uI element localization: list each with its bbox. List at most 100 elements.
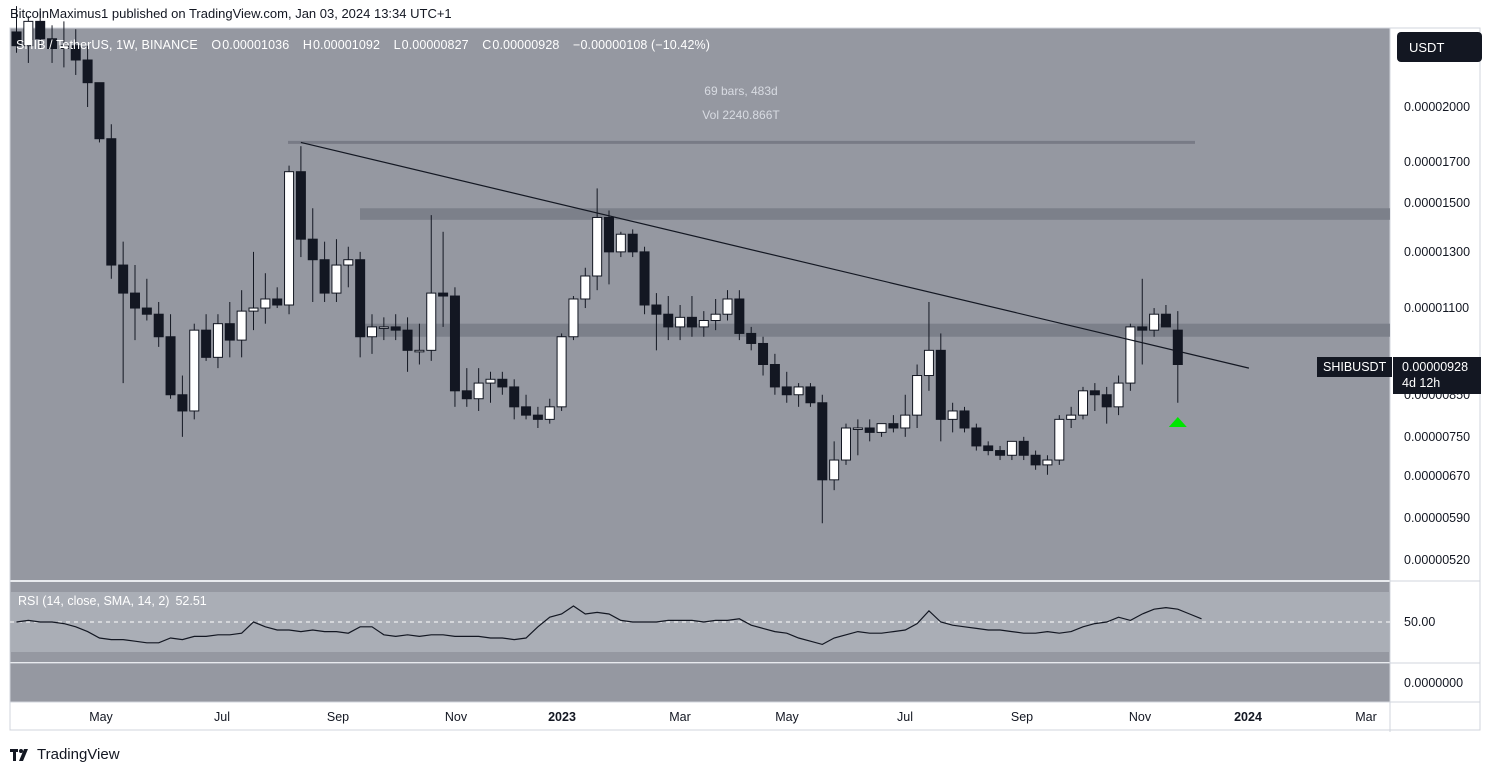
currency-button[interactable]: USDT (1397, 32, 1482, 62)
candle-body (141, 307, 152, 315)
candle-up (284, 165, 295, 315)
candle-body (284, 171, 295, 306)
candle-up (592, 188, 603, 291)
candle-body (888, 423, 899, 429)
candle-down (497, 371, 508, 395)
candle-body (1054, 418, 1065, 461)
candle-body (1018, 440, 1029, 456)
price-label: 0.00001500 (1404, 196, 1471, 210)
candle-body (817, 402, 828, 481)
candle-body (497, 378, 508, 388)
candle-down (461, 368, 472, 407)
candle-down (355, 251, 366, 358)
candle-body (130, 292, 140, 309)
low-key: L (393, 38, 401, 52)
candle-down (70, 29, 81, 75)
candle-body (224, 323, 235, 341)
candle-down (307, 208, 318, 302)
candle-body (248, 307, 259, 312)
candle-up (698, 311, 709, 337)
time-label: May (775, 710, 799, 724)
candle-body (686, 316, 697, 328)
candle-body (260, 298, 271, 309)
candle-body (556, 336, 567, 408)
bullish-arrow-icon (1168, 417, 1187, 427)
candle-body (580, 275, 591, 300)
time-label: 2024 (1234, 710, 1262, 724)
candle-up (1125, 323, 1136, 391)
candle-up (248, 251, 259, 331)
rsi-legend: RSI (14, close, SMA, 14, 2) 52.51 (18, 594, 207, 608)
candle-body (698, 319, 709, 328)
candle-up (852, 419, 863, 456)
candle-down (319, 241, 330, 302)
candle-body (1089, 390, 1100, 396)
candle-body (746, 332, 757, 344)
high-key: H (302, 38, 312, 52)
candle-body (1125, 326, 1136, 384)
candle-down (295, 146, 306, 258)
candle-body (58, 45, 69, 50)
price-pane-bg (10, 28, 1390, 580)
candle-body (781, 386, 792, 396)
candle-up (1006, 440, 1017, 461)
footer-brand: TradingView (37, 746, 120, 763)
candle-up (485, 371, 496, 403)
candle-body (769, 363, 780, 388)
rsi-level-label: 50.00 (1404, 615, 1436, 629)
time-label: Nov (444, 710, 468, 724)
candle-down (1089, 383, 1100, 411)
candle-down (1172, 311, 1183, 403)
measure-volume: Vol 2240.866T (702, 108, 780, 122)
candle-body (1160, 313, 1171, 328)
tradingview-logo[interactable]: TradingView (10, 746, 120, 763)
candle-down (781, 371, 792, 403)
candle-up (473, 368, 484, 411)
candle-down (47, 25, 58, 63)
candle-body (651, 304, 662, 315)
candle-body (1113, 382, 1124, 408)
candle-up (236, 290, 247, 358)
rsi-zero-label: 0.0000000 (1404, 676, 1464, 690)
rsi-value: 52.51 (175, 594, 207, 608)
candle-body (971, 427, 982, 447)
candle-up (615, 231, 626, 258)
candle-body (639, 251, 650, 306)
candle-up (1042, 455, 1053, 475)
open-value: 0.00001036 (222, 38, 290, 52)
price-label: 0.00000520 (1404, 553, 1471, 567)
candle-up (710, 298, 721, 331)
candle-down (1101, 386, 1112, 424)
candle-up (876, 423, 887, 437)
candle-body (118, 264, 129, 294)
candle-up (923, 301, 934, 391)
candle-up (331, 239, 342, 302)
descending-trendline (300, 141, 1250, 369)
candle-up (556, 333, 567, 411)
candle-body (378, 326, 389, 329)
candle-up (841, 423, 851, 465)
candle-body (947, 410, 958, 420)
price-label: 0.00000670 (1404, 469, 1471, 483)
candle-body (841, 427, 851, 461)
candle-body (959, 410, 970, 429)
candle-body (805, 386, 816, 404)
high-value: 0.00001092 (312, 38, 381, 52)
time-label: 2023 (548, 710, 576, 724)
candle-down (805, 383, 816, 407)
candle-down (521, 394, 532, 420)
candle-down (1137, 278, 1148, 365)
time-label: Jul (897, 710, 913, 724)
time-label: Mar (669, 710, 691, 724)
candle-up (544, 398, 555, 424)
candle-body (47, 38, 58, 50)
candle-down (449, 287, 460, 407)
candle-body (663, 313, 674, 328)
price-label: 0.00001700 (1404, 155, 1471, 169)
candle-body (1149, 313, 1160, 331)
candle-body (402, 329, 413, 351)
candle-up (1054, 415, 1065, 465)
candle-down (627, 229, 638, 258)
